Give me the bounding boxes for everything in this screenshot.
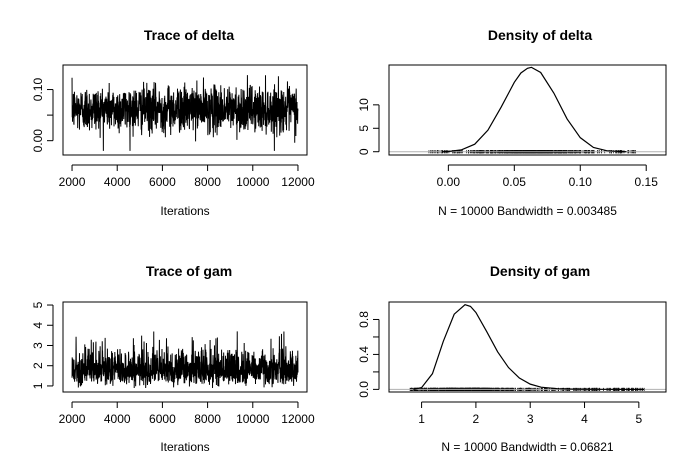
- x-tick-label: 3: [527, 412, 534, 426]
- plot-frame: [62, 64, 308, 156]
- x-tick-label: 10000: [236, 412, 270, 426]
- y-tick-label: 2: [31, 362, 45, 369]
- y-tick-label: 0: [357, 148, 371, 155]
- y-axis: 1 2 3 4 5: [31, 301, 54, 389]
- chart-panel-2: Density of delta 0.00 0.05 0.10 0.15 N = 1000…: [357, 27, 667, 218]
- y-tick-label: 5: [31, 301, 45, 308]
- chart-title: Density of delta: [488, 27, 592, 43]
- y-tick-label: 0.4: [357, 346, 371, 363]
- x-axis: 1 2 3 4 5: [418, 401, 642, 426]
- y-tick-label: 0.0: [357, 381, 371, 398]
- chart-panel-3: Trace of gam 2000 4000 6000 8000 10000 12000 It…: [31, 263, 315, 454]
- x-tick-label: 2000: [59, 412, 86, 426]
- density-curve: [441, 66, 627, 153]
- y-tick-label: 3: [31, 342, 45, 349]
- chart-title: Trace of gam: [146, 263, 232, 279]
- y-axis: 0 5 10: [357, 98, 380, 155]
- x-tick-label: 8000: [194, 412, 221, 426]
- density-curve: [413, 303, 645, 390]
- x-tick-label: 5: [635, 412, 642, 426]
- x-tick-label: 6000: [149, 412, 176, 426]
- plot-frame: [62, 301, 308, 393]
- y-tick-label: 0.8: [357, 311, 371, 328]
- x-tick-label: 12000: [281, 412, 315, 426]
- x-tick-label: 12000: [281, 175, 315, 189]
- x-axis-label: Iterations: [160, 204, 209, 218]
- x-axis-label: Iterations: [160, 440, 209, 454]
- x-tick-label: 4000: [104, 175, 131, 189]
- y-tick-label: 4: [31, 322, 45, 329]
- chart-panel-4: Density of gam 1 2 3 4 5 N = 10000 Bandwidth =…: [357, 263, 667, 454]
- trace-line: [71, 75, 299, 151]
- x-axis: 2000 4000 6000 8000 10000 12000: [59, 164, 315, 189]
- y-axis: 0.0 0.4 0.8: [357, 311, 380, 398]
- x-tick-label: 0.00: [437, 175, 461, 189]
- y-axis: 0.00 0.10: [31, 78, 54, 153]
- chart-title: Trace of delta: [144, 27, 234, 43]
- plot-frame: [388, 64, 667, 156]
- chart-title: Density of gam: [490, 263, 590, 279]
- plot-frame: [388, 301, 667, 393]
- y-tick-label: 5: [357, 125, 371, 132]
- y-tick-label: 10: [357, 98, 371, 112]
- x-axis: 0.00 0.05 0.10 0.15: [437, 164, 659, 189]
- trace-line: [71, 331, 299, 388]
- x-tick-label: 10000: [236, 175, 270, 189]
- x-axis: 2000 4000 6000 8000 10000 12000: [59, 401, 315, 426]
- x-tick-label: 2000: [59, 175, 86, 189]
- y-tick-label: 1: [31, 382, 45, 389]
- y-tick-label: 0.00: [31, 129, 45, 153]
- x-tick-label: 4000: [104, 412, 131, 426]
- x-tick-label: 2: [473, 412, 480, 426]
- x-tick-label: 1: [418, 412, 425, 426]
- x-axis-label: N = 10000 Bandwidth = 0.003485: [438, 204, 617, 218]
- x-tick-label: 4: [581, 412, 588, 426]
- x-tick-label: 0.15: [635, 175, 659, 189]
- chart-panel-1: Trace of delta 2000 4000 6000 8000 10000 12000…: [31, 27, 315, 218]
- x-axis-label: N = 10000 Bandwidth = 0.06821: [441, 440, 613, 454]
- x-tick-label: 0.05: [503, 175, 527, 189]
- y-tick-label: 0.10: [31, 78, 45, 102]
- x-tick-label: 0.10: [569, 175, 593, 189]
- x-tick-label: 6000: [149, 175, 176, 189]
- x-tick-label: 8000: [194, 175, 221, 189]
